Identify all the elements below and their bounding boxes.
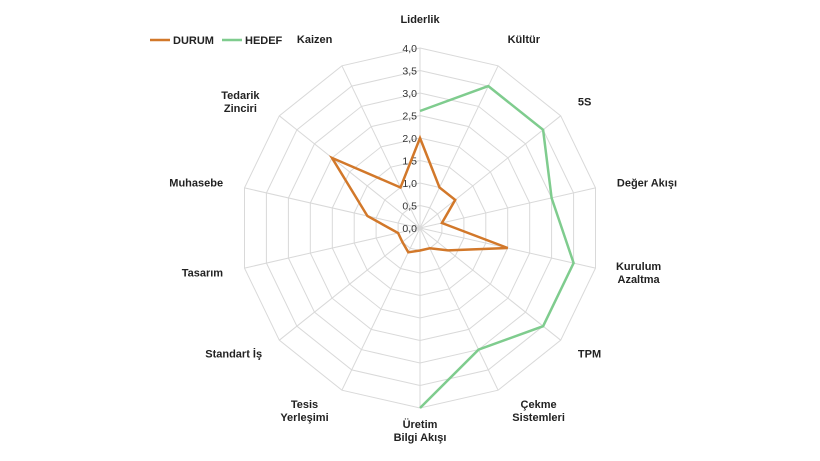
spoke-line [341,227,421,391]
category-label: Tasarım [182,267,224,279]
radar-series [328,84,575,409]
spoke-line [278,227,421,341]
category-label: Kaizen [297,34,333,46]
category-label: Çekme Sistemleri [512,399,565,424]
legend-label-durum: DURUM [173,35,214,47]
chart-legend: DURUM HEDEF [150,35,283,47]
series-line-hedef [419,84,575,409]
spoke-line [419,227,562,341]
spoke-line [278,115,421,229]
category-labels: Liderlik Kültür 5S Değer Akışı Kurulum Azaltm… [169,14,677,444]
category-label: Tedarik Zinciri [221,90,260,115]
spoke-line [419,115,562,229]
category-label: Üretim Bilgi Akışı [394,418,447,444]
tick-label: 1,0 [402,178,417,190]
category-label: 5S [578,97,591,109]
spoke-line [244,187,421,229]
legend-label-hedef: HEDEF [245,35,283,47]
tick-label: 2,0 [402,133,417,145]
category-label: Değer Akışı [617,178,677,190]
spoke-line [244,227,421,269]
tick-label: 3,5 [402,66,417,78]
spoke-line [341,65,421,229]
category-label: Tesis Yerleşimi [280,399,328,424]
category-label: Kurulum Azaltma [616,261,661,286]
spoke-line [419,65,499,229]
tick-label: 0,0 [402,223,417,235]
category-label: Muhasebe [169,178,223,190]
tick-label: 4,0 [402,43,417,55]
tick-label: 2,5 [402,111,417,123]
spoke-line [419,227,499,391]
spoke-line [419,187,596,229]
tick-label: 0,5 [402,201,417,213]
category-label: Standart İş [205,347,262,360]
tick-label: 3,0 [402,88,417,100]
category-label: Kültür [508,34,541,46]
series-line-durum [328,134,509,254]
category-label: Liderlik [400,14,440,26]
category-label: TPM [578,348,601,360]
radial-tick-labels: 0,00,51,01,52,02,53,03,54,0 [402,43,417,235]
